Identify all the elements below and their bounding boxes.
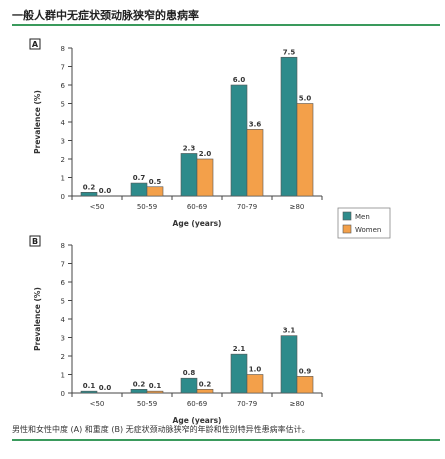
panel-b-badge-label: B (32, 237, 38, 246)
panel-b-y-tick-label: 3 (61, 335, 65, 343)
panel-b-y-tick-label: 7 (61, 261, 65, 269)
top-divider (12, 24, 440, 26)
panel-a-data-label-men: 7.5 (283, 48, 296, 56)
panel-a-x-tick-label: <50 (90, 203, 105, 211)
panel-a-x-axis-title: Age (years) (173, 219, 222, 228)
panel-a-bar-women (196, 158, 214, 197)
panel-a-bar-men (180, 153, 198, 197)
panel-a-badge-label: A (32, 40, 39, 49)
panel-a-badge (29, 38, 41, 50)
panel-b-bar-men (230, 353, 248, 394)
panel-b-data-label-men: 0.1 (83, 382, 96, 390)
panel-b-data-label-women: 1.0 (249, 366, 262, 374)
panel-a-bar-men (280, 56, 298, 197)
panel-b-data-label-women: 0.0 (99, 384, 112, 392)
panel-b-x-axis-title: Age (years) (173, 416, 222, 425)
panel-a-y-tick-label: 7 (61, 64, 65, 72)
panel-a-y-tick-label: 1 (61, 175, 65, 183)
panel-b-bar-women (146, 390, 164, 394)
panel-b-data-label-men: 0.8 (183, 369, 196, 377)
panel-b-bar-men (180, 377, 198, 394)
panel-a-data-label-women: 5.0 (299, 95, 312, 103)
legend-label-women: Women (355, 226, 381, 234)
panel-a-x-tick-label: 60-69 (187, 203, 207, 211)
figure-caption: 男性和女性中度 (A) 和重度 (B) 无症状颈动脉狭窄的年龄和性别特异性患病率… (12, 425, 310, 434)
panel-a-data-label-women: 0.0 (99, 187, 112, 195)
panel-b-data-label-men: 2.1 (233, 345, 246, 353)
panel-b-bar-women (246, 374, 264, 394)
panel-a-x-tick-label: 50-59 (137, 203, 157, 211)
panel-a-y-tick-label: 8 (61, 45, 65, 53)
panel-a-bar-women (146, 186, 164, 197)
panel-b-y-tick-label: 1 (61, 372, 65, 380)
panel-a-y-axis-title: Prevalence (%) (33, 90, 42, 154)
panel-a-x-tick-label: 70-79 (237, 203, 257, 211)
figure-title: 一般人群中无症状颈动脉狭窄的患病率 (12, 9, 199, 22)
panel-b-y-tick-label: 2 (61, 353, 65, 361)
panel-b-data-label-men: 0.2 (133, 380, 146, 388)
panel-a-y-tick-label: 3 (61, 138, 65, 146)
panel-b-x-tick-label: ≥80 (290, 400, 305, 408)
panel-a-y-tick-label: 2 (61, 156, 65, 164)
panel-b-y-tick-label: 6 (61, 279, 66, 287)
panel-b-bar-men (80, 390, 98, 394)
panel-a-bar-men (230, 84, 248, 197)
panel-b-bar-men (280, 335, 298, 394)
panel-b-x-tick-label: <50 (90, 400, 105, 408)
panel-a-y-tick-label: 6 (61, 82, 66, 90)
panel-a-data-label-men: 0.7 (133, 174, 146, 182)
panel-b-y-tick-label: 4 (61, 316, 66, 324)
panel-a-bar-men (80, 192, 98, 197)
panel-a-x-tick-label: ≥80 (290, 203, 305, 211)
panel-a-y-tick-label: 4 (61, 119, 66, 127)
panel-b-y-tick-label: 8 (61, 242, 65, 250)
panel-a-bar-women (246, 129, 264, 197)
panel-b-x-tick-label: 60-69 (187, 400, 207, 408)
panel-b-badge (29, 235, 41, 247)
panel-b-bar-women (296, 376, 314, 394)
panel-b-data-label-women: 0.1 (149, 382, 162, 390)
panel-b-x-tick-label: 50-59 (137, 400, 157, 408)
legend-swatch-women (342, 224, 352, 234)
panel-b-y-axis-title: Prevalence (%) (33, 287, 42, 351)
panel-a-data-label-men: 0.2 (83, 183, 96, 191)
panel-b-data-label-women: 0.9 (299, 367, 312, 375)
panel-a-data-label-men: 2.3 (183, 144, 196, 152)
panel-b-data-label-women: 0.2 (199, 380, 212, 388)
panel-a-data-label-men: 6.0 (233, 76, 246, 84)
bottom-divider (12, 439, 440, 441)
panel-b-bar-women (196, 388, 214, 394)
panel-a-bar-men (130, 182, 148, 197)
panel-b-data-label-men: 3.1 (283, 327, 296, 335)
panel-a-y-tick-label: 0 (61, 193, 65, 201)
panel-b-bar-men (130, 388, 148, 394)
panel-a-data-label-women: 2.0 (199, 150, 212, 158)
panel-b-y-tick-label: 0 (61, 390, 65, 398)
panel-b-x-tick-label: 70-79 (237, 400, 257, 408)
panel-a-y-tick-label: 5 (61, 101, 65, 109)
panel-b-y-tick-label: 5 (61, 298, 65, 306)
panel-a-bar-women (296, 103, 314, 197)
panel-a-data-label-women: 3.6 (249, 120, 262, 128)
legend-swatch-men (342, 211, 352, 221)
panel-a-data-label-women: 0.5 (149, 178, 162, 186)
legend-label-men: Men (355, 213, 370, 221)
